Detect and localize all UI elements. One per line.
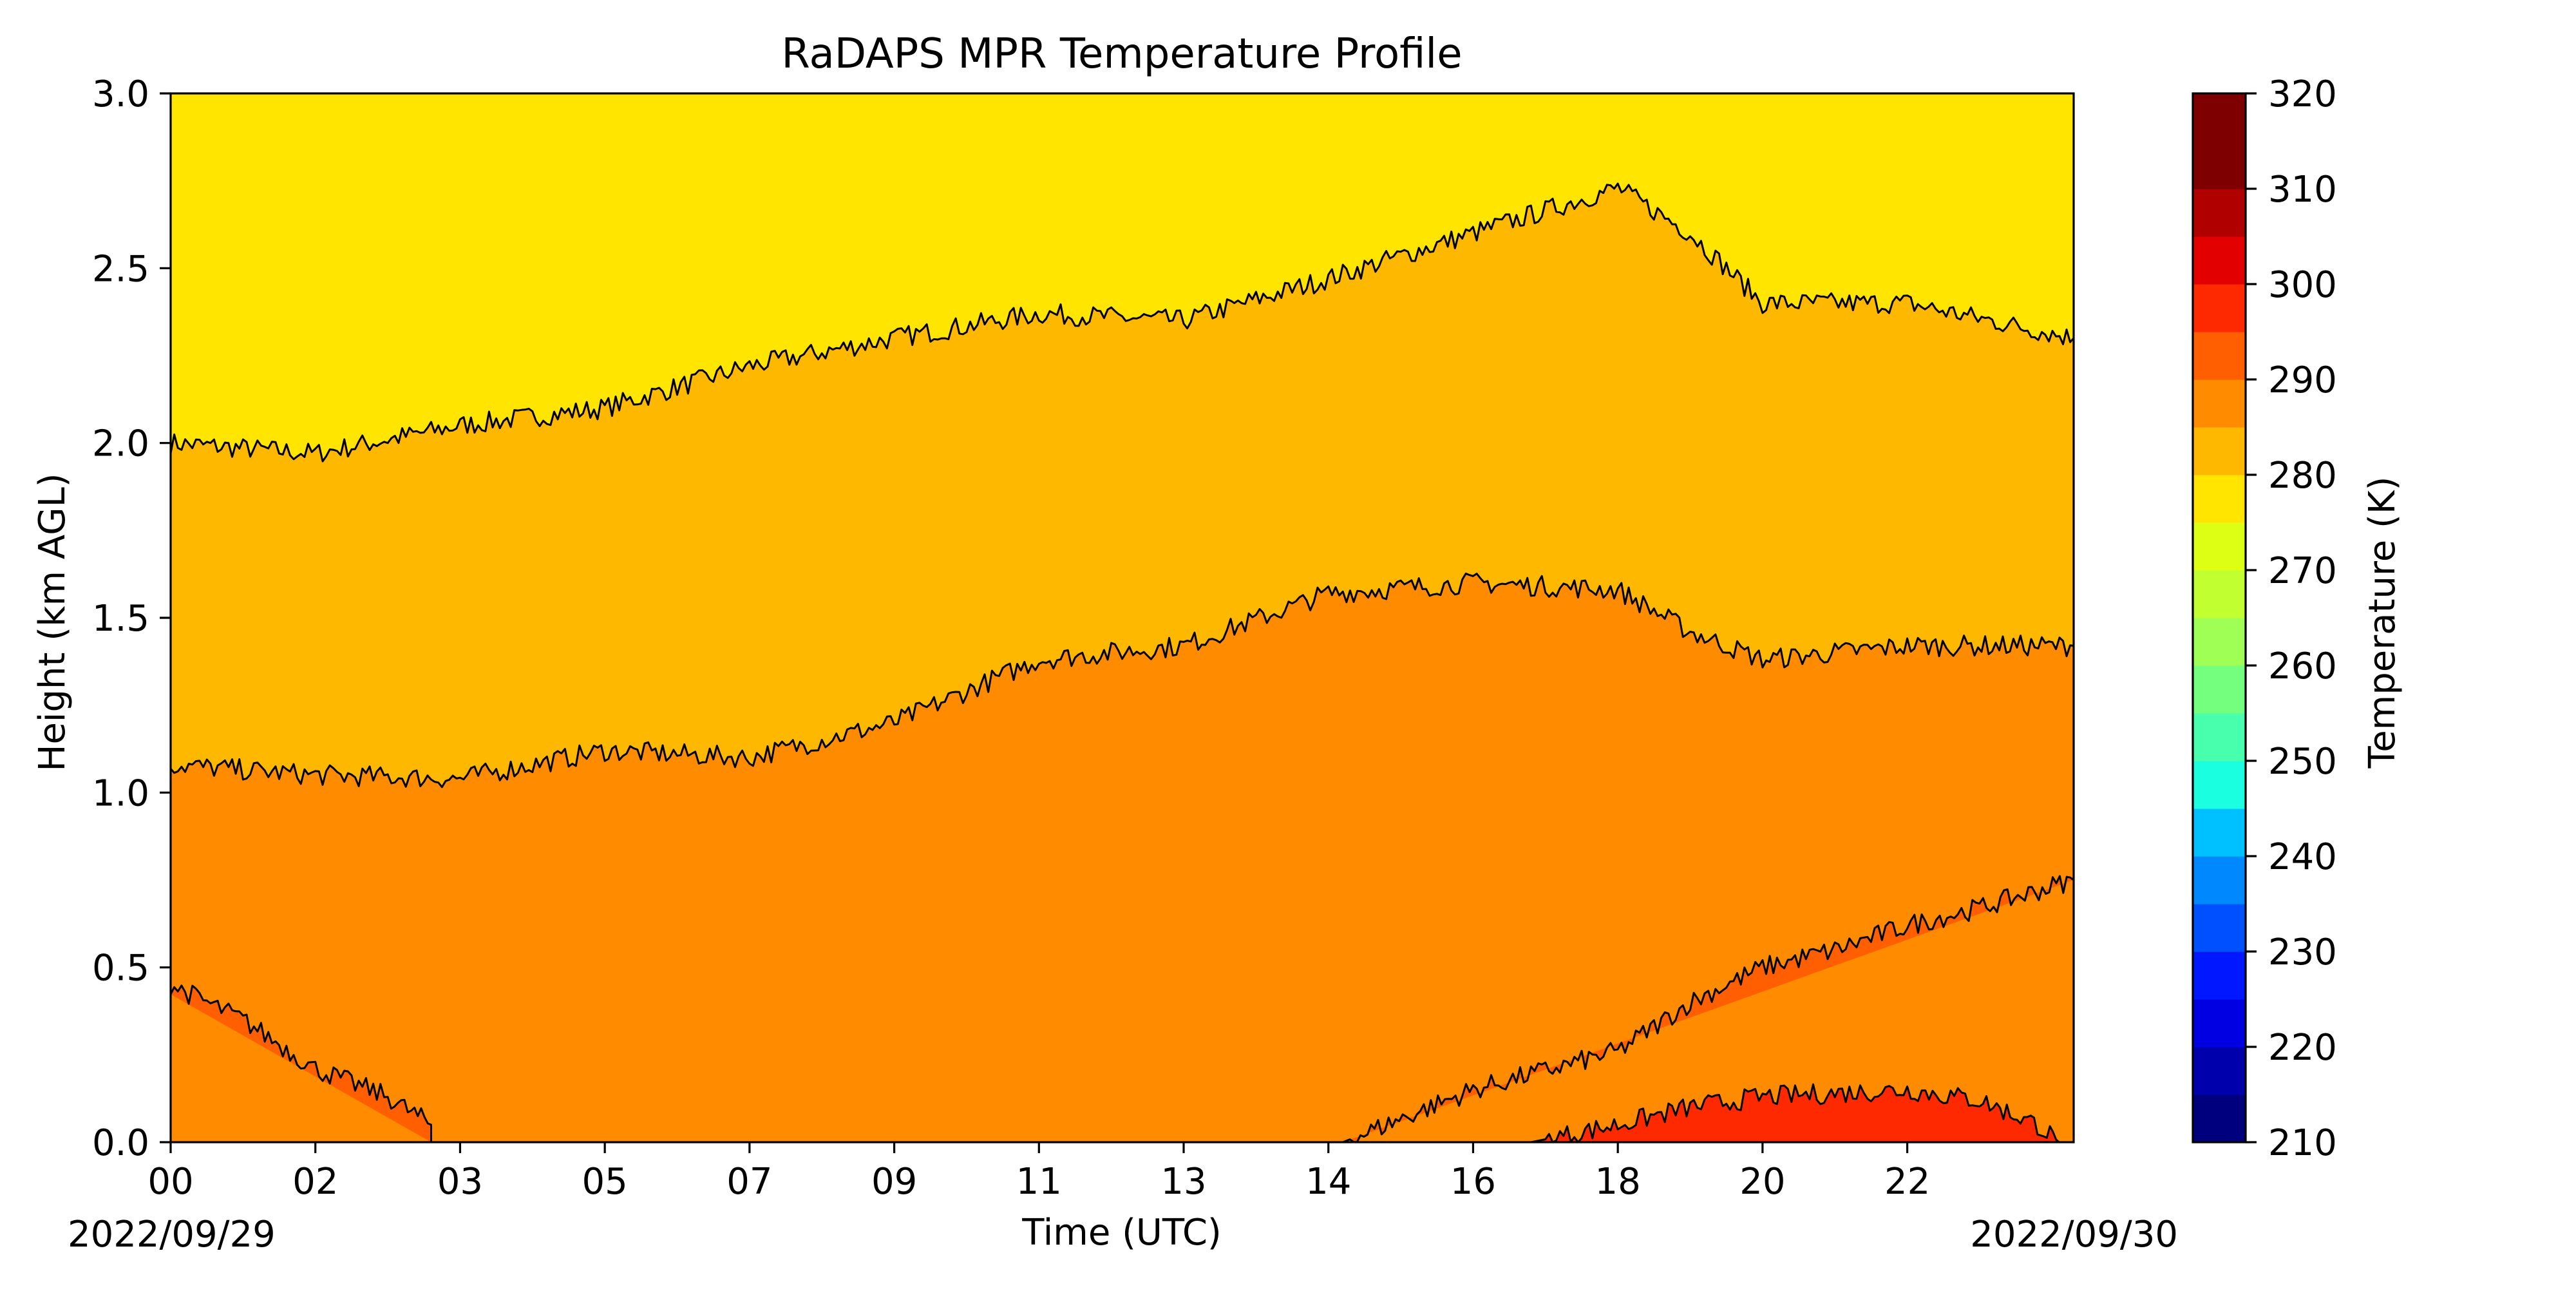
colorbar-tick-label: 240 — [2268, 836, 2337, 878]
x-tick-label: 20 — [1739, 1161, 1785, 1203]
colorbar-segment — [2193, 475, 2246, 523]
x-tick-label: 00 — [147, 1161, 193, 1203]
colorbar-segment — [2193, 761, 2246, 809]
colorbar-segment — [2193, 141, 2246, 189]
colorbar-segment — [2193, 427, 2246, 475]
end-date-label: 2022/09/30 — [1970, 1214, 2178, 1256]
colorbar-segment — [2193, 570, 2246, 618]
colorbar-segment — [2193, 379, 2246, 428]
x-tick-label: 02 — [292, 1161, 338, 1203]
colorbar-tick-label: 270 — [2268, 550, 2337, 592]
contour-line-280 — [171, 182, 2074, 463]
x-tick-label: 22 — [1884, 1161, 1930, 1203]
colorbar-tick-label: 260 — [2268, 646, 2337, 687]
x-tick-label: 05 — [582, 1161, 628, 1203]
colorbar-tick-label: 280 — [2268, 455, 2337, 497]
temperature-band-295-300 — [1531, 1084, 2060, 1142]
chart-title: RaDAPS MPR Temperature Profile — [781, 30, 1462, 78]
contour-line-295 — [1531, 1083, 2060, 1142]
temperature-band-290-295-left — [171, 985, 431, 1142]
temperature-band-290-295-right — [1343, 875, 2074, 1142]
colorbar-segment — [2193, 808, 2246, 857]
start-date-label: 2022/09/29 — [68, 1214, 276, 1256]
contour-fill-layer — [171, 93, 2074, 1142]
colorbar-tick-label: 290 — [2268, 359, 2337, 401]
x-tick-label: 13 — [1160, 1161, 1206, 1203]
colorbar-segment — [2193, 522, 2246, 571]
colorbar-segment — [2193, 1095, 2246, 1143]
colorbar-segment — [2193, 713, 2246, 761]
y-tick-label: 0.5 — [92, 948, 149, 990]
colorbar-segment — [2193, 665, 2246, 714]
x-tick-label: 09 — [871, 1161, 917, 1203]
colorbar-segment — [2193, 618, 2246, 666]
y-tick-label: 2.5 — [92, 248, 149, 290]
colorbar-tick-label: 230 — [2268, 932, 2337, 973]
colorbar-tick-label: 220 — [2268, 1027, 2337, 1069]
y-tick-label: 2.0 — [92, 423, 149, 465]
contour-line-layer — [171, 182, 2074, 1142]
temperature-band-285-290 — [171, 573, 2074, 1142]
colorbar-label: Temperature (K) — [2362, 477, 2403, 769]
x-axis: 00 02 03 05 07 09 11 13 14 16 18 20 22 — [147, 1142, 1930, 1203]
y-tick-label: 3.0 — [92, 73, 149, 115]
x-tick-label: 16 — [1450, 1161, 1496, 1203]
colorbar-frame — [2192, 92, 2247, 1143]
contour-line-290 — [171, 984, 432, 1142]
x-axis-label: Time (UTC) — [1021, 1212, 1222, 1254]
colorbar-segment — [2193, 93, 2246, 142]
colorbar-segment — [2193, 999, 2246, 1047]
colorbar-segment — [2193, 856, 2246, 904]
x-tick-label: 03 — [437, 1161, 483, 1203]
colorbar-tick-label: 310 — [2268, 169, 2337, 211]
x-tick-label: 07 — [726, 1161, 772, 1203]
colorbar-segment — [2193, 1047, 2246, 1095]
contour-line-285 — [171, 572, 2074, 789]
colorbar-segment — [2193, 952, 2246, 1000]
colorbar-tick-label: 250 — [2268, 741, 2337, 783]
contour-line-290 — [1342, 875, 2074, 1142]
colorbar-segment — [2193, 189, 2246, 237]
colorbar-segment — [2193, 332, 2246, 380]
y-tick-label: 0.0 — [92, 1122, 149, 1164]
x-tick-label: 14 — [1305, 1161, 1351, 1203]
y-axis: 0.0 0.5 1.0 1.5 2.0 2.5 3.0 — [92, 73, 171, 1164]
y-tick-label: 1.0 — [92, 772, 149, 814]
colorbar-segment — [2193, 236, 2246, 285]
x-tick-label: 18 — [1595, 1161, 1641, 1203]
colorbar: 210 220 230 240 250 260 270 280 290 300 310 320 — [2192, 73, 2337, 1164]
colorbar-tick-label: 320 — [2268, 73, 2337, 115]
colorbar-segment — [2193, 904, 2246, 952]
y-axis-label: Height (km AGL) — [32, 473, 73, 771]
x-tick-label: 11 — [1016, 1161, 1062, 1203]
colorbar-tick-label: 300 — [2268, 264, 2337, 306]
colorbar-tick-label: 210 — [2268, 1122, 2337, 1164]
colorbar-segment — [2193, 284, 2246, 332]
y-tick-label: 1.5 — [92, 598, 149, 640]
